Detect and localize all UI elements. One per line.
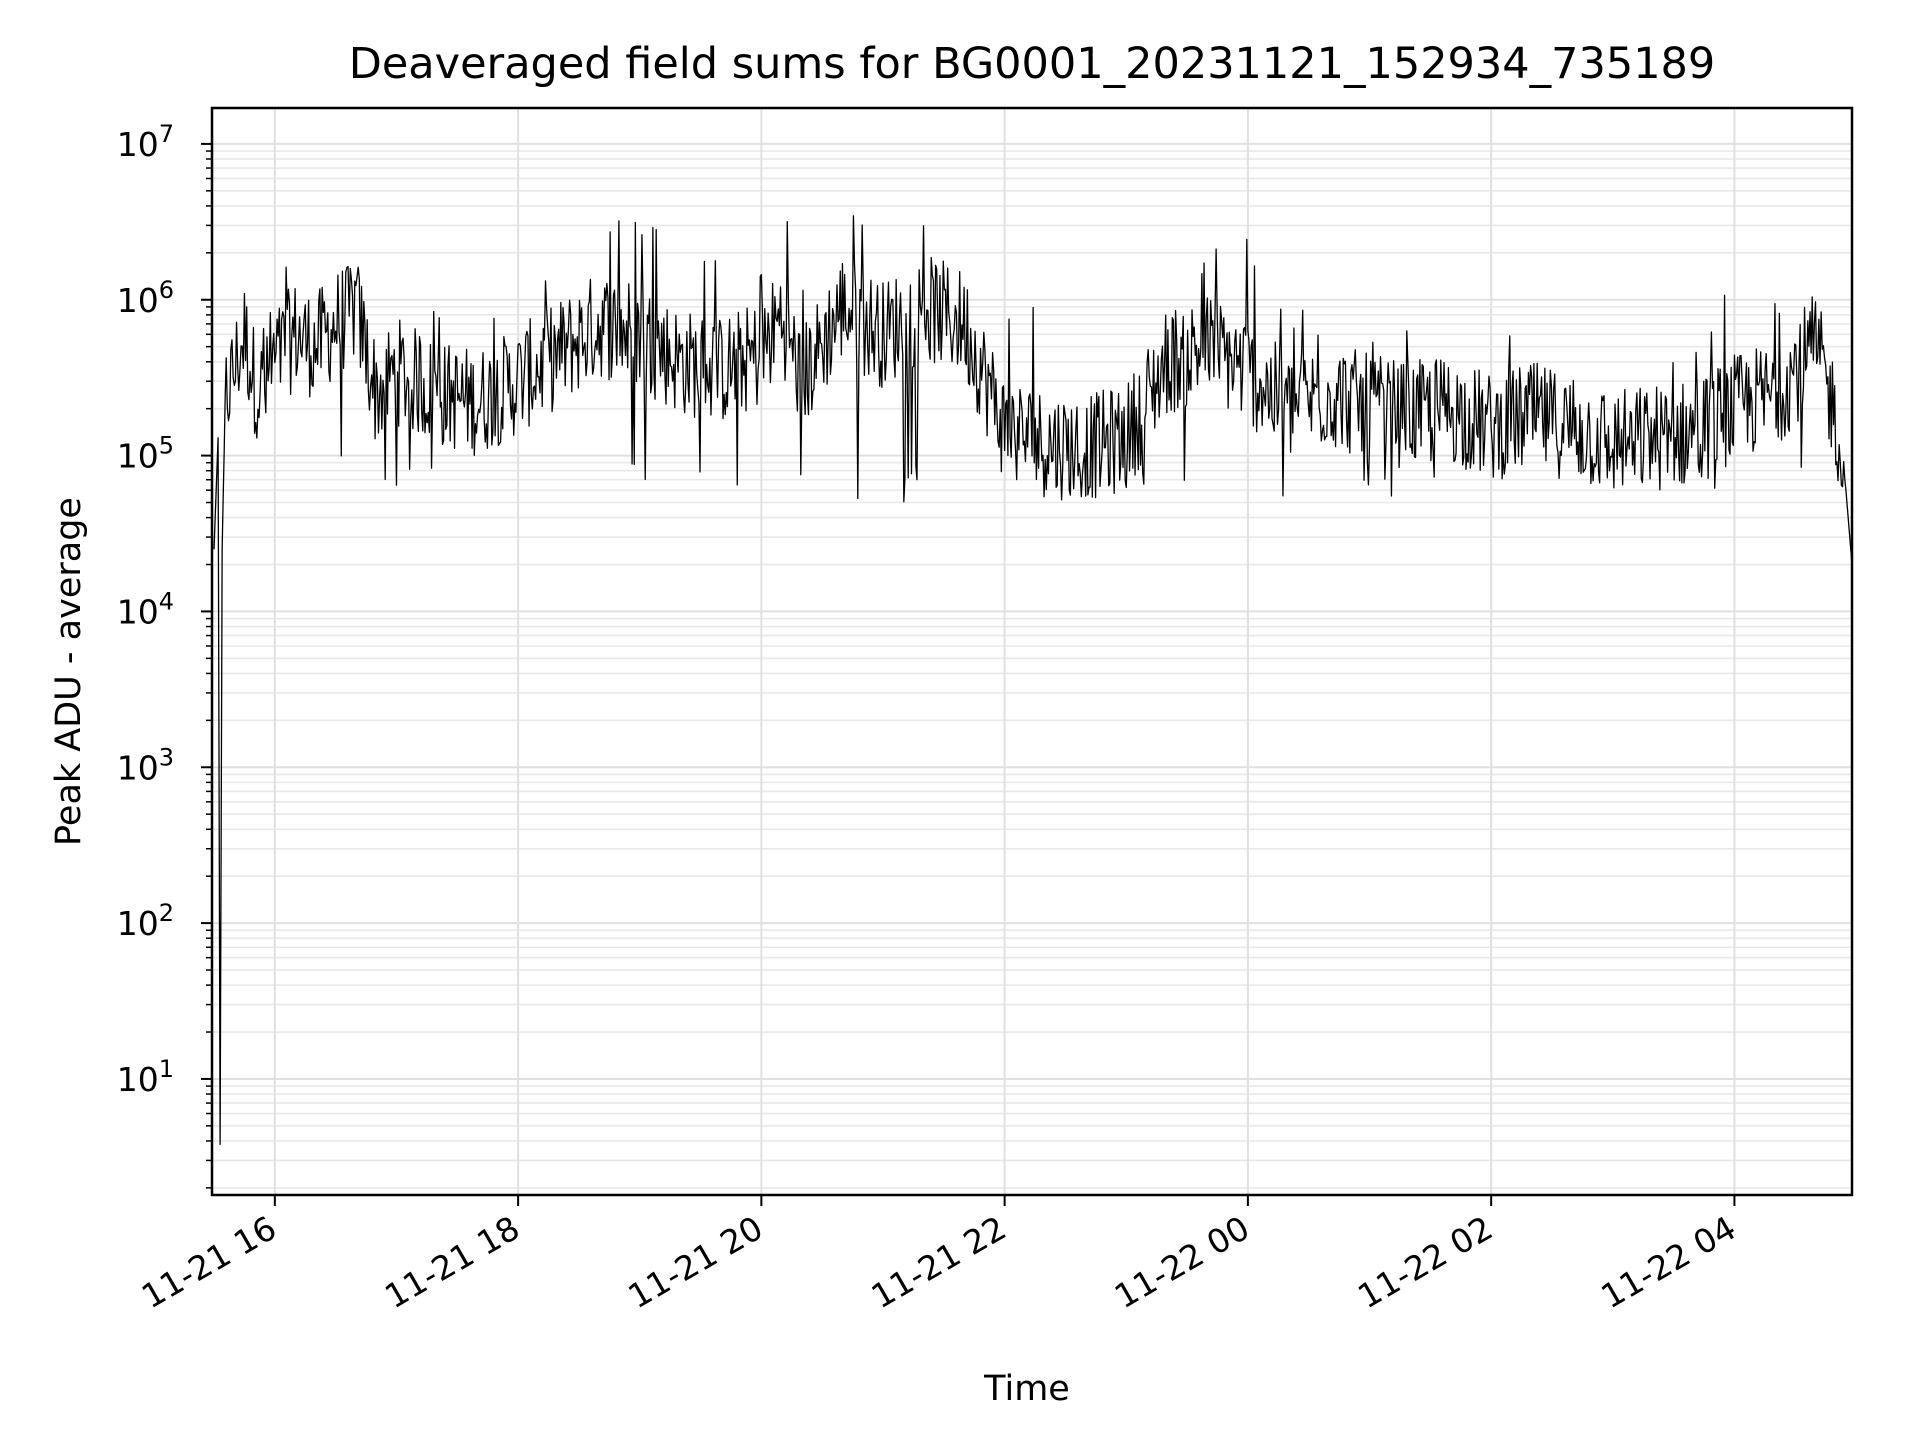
y-tick-label: 107: [117, 120, 174, 164]
y-tick-label: 106: [117, 276, 174, 320]
x-axis-title: Time: [983, 1369, 1070, 1409]
y-tick-label: 101: [117, 1055, 174, 1099]
series-line: [213, 215, 1853, 1146]
y-tick-label: 105: [117, 432, 174, 476]
y-tick-label: 103: [117, 743, 174, 787]
y-axis-title: Peak ADU - average: [49, 497, 89, 846]
series-layer: [213, 215, 1853, 1146]
chart-title: Deaveraged field sums for BG0001_2023112…: [349, 39, 1716, 89]
y-tick-label: 102: [117, 899, 174, 943]
grid-layer: [212, 108, 1852, 1195]
y-tick-label: 104: [117, 587, 174, 631]
plot-area-frame: [210, 106, 1854, 1197]
